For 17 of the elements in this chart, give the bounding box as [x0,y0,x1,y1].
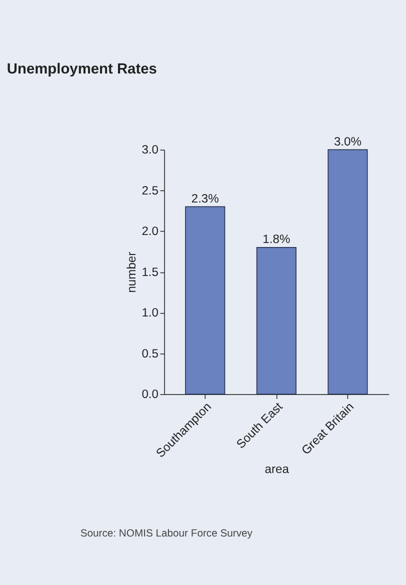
x-axis-title: area [264,462,290,476]
y-tick-label: 0.0 [142,387,159,402]
y-tick-label: 0.5 [142,346,159,360]
y-tick-label: 2.5 [142,183,159,198]
bar [185,206,226,395]
data-label: 3.0% [334,134,362,148]
y-tick-label: 1.5 [142,264,159,279]
data-label: 1.8% [262,232,290,246]
source-note: Source: NOMIS Labour Force Survey [80,528,254,540]
y-tick-label: 1.0 [142,306,159,320]
data-label: 2.3% [191,191,220,206]
chart-title: Unemployment Rates [6,62,157,78]
y-tick-label: 2.0 [142,224,159,238]
y-tick-label: 3.0 [142,142,159,157]
bar [256,247,296,395]
y-axis-title: number [124,252,139,293]
bar [328,149,368,395]
